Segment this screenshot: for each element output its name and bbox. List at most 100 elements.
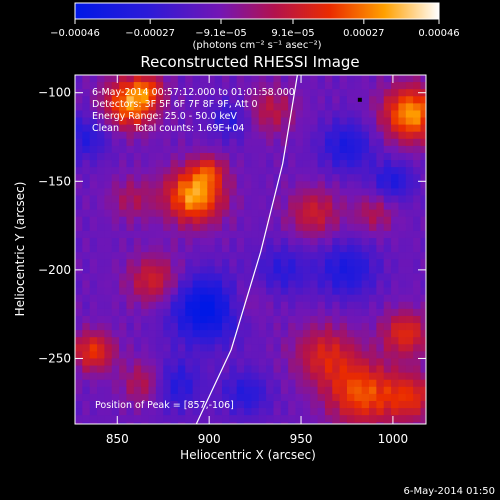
heatmap-cell xyxy=(339,372,348,381)
heatmap-cell xyxy=(199,273,208,282)
heatmap-cell xyxy=(199,415,208,423)
heatmap-cell xyxy=(258,195,267,204)
heatmap-cell xyxy=(126,131,135,140)
heatmap-cell xyxy=(354,145,363,154)
heatmap-cell xyxy=(413,330,422,338)
heatmap-cell xyxy=(148,408,157,416)
heatmap-cell xyxy=(214,188,223,197)
heatmap-cell xyxy=(148,117,157,126)
heatmap-cell xyxy=(413,273,422,282)
heatmap-cell xyxy=(133,110,142,119)
heatmap-cell xyxy=(420,209,426,218)
heatmap-cell xyxy=(192,287,201,296)
heatmap-cell xyxy=(317,174,326,182)
heatmap-cell xyxy=(214,138,223,147)
heatmap-cell xyxy=(391,124,400,133)
heatmap-cell xyxy=(295,96,304,104)
heatmap-cell xyxy=(339,124,348,133)
heatmap-cell xyxy=(170,181,179,189)
heatmap-cell xyxy=(141,358,150,367)
heatmap-cell xyxy=(229,379,238,388)
heatmap-cell xyxy=(82,174,91,182)
heatmap-cell xyxy=(170,223,179,232)
heatmap-cell xyxy=(119,202,128,211)
colorbar-units-label: (photons cm⁻² s⁻¹ asec⁻²) xyxy=(192,40,321,51)
heatmap-cell xyxy=(324,75,333,83)
heatmap-cell xyxy=(346,415,355,423)
heatmap-cell xyxy=(413,160,422,168)
heatmap-cell xyxy=(133,365,142,374)
heatmap-cell xyxy=(82,167,91,175)
heatmap-cell xyxy=(222,400,230,409)
heatmap-cell xyxy=(192,266,201,275)
heatmap-cell xyxy=(420,280,426,289)
heatmap-cell xyxy=(126,365,135,374)
heatmap-cell xyxy=(170,287,179,296)
heatmap-cell xyxy=(332,266,341,275)
heatmap-cell xyxy=(207,351,216,360)
heatmap-cell xyxy=(97,167,106,175)
heatmap-cell xyxy=(244,266,253,275)
heatmap-cell xyxy=(170,358,179,367)
heatmap-cell xyxy=(141,82,150,90)
heatmap-cell xyxy=(383,160,392,168)
heatmap-cell xyxy=(398,365,407,374)
heatmap-cell xyxy=(97,379,106,388)
heatmap-cell xyxy=(420,110,426,119)
heatmap-cell xyxy=(236,259,245,267)
heatmap-cell xyxy=(258,393,267,402)
heatmap-cell xyxy=(244,103,253,112)
heatmap-cell xyxy=(192,82,201,90)
heatmap-cell xyxy=(214,386,223,395)
heatmap-cell xyxy=(177,280,186,289)
heatmap-cell xyxy=(413,152,422,161)
heatmap-cell xyxy=(420,337,426,345)
heatmap-cell xyxy=(222,252,230,260)
heatmap-cell xyxy=(332,372,341,381)
heatmap-cell xyxy=(177,344,186,352)
heatmap-cell xyxy=(324,386,333,395)
heatmap-cell xyxy=(354,202,363,211)
heatmap-cell xyxy=(177,358,186,367)
heatmap-cell xyxy=(244,82,253,90)
heatmap-cell xyxy=(266,89,275,97)
heatmap-cell xyxy=(354,308,363,317)
timestamp: 6-May-2014 01:50 xyxy=(403,486,495,497)
heatmap-cell xyxy=(155,202,164,211)
heatmap-cell xyxy=(346,117,355,126)
heatmap-cell xyxy=(310,245,319,253)
heatmap-cell xyxy=(420,167,426,175)
heatmap-cell xyxy=(317,337,326,345)
heatmap-cell xyxy=(82,287,91,296)
heatmap-cell xyxy=(104,82,113,90)
heatmap-cell xyxy=(89,103,98,112)
heatmap-cell xyxy=(288,315,297,324)
heatmap-cell xyxy=(391,188,400,197)
heatmap-cell xyxy=(133,160,142,168)
heatmap-cell xyxy=(119,372,128,381)
heatmap-cell xyxy=(141,379,150,388)
heatmap-cell xyxy=(207,96,216,104)
heatmap-cell xyxy=(119,301,128,310)
heatmap-cell xyxy=(75,400,83,409)
heatmap-cell xyxy=(376,315,385,324)
heatmap-cell xyxy=(273,252,282,260)
heatmap-cell xyxy=(258,103,267,112)
heatmap-cell xyxy=(126,237,135,246)
heatmap-cell xyxy=(170,294,179,303)
heatmap-cell xyxy=(273,202,282,211)
heatmap-cell xyxy=(126,330,135,338)
heatmap-cell xyxy=(251,294,260,303)
heatmap-cell xyxy=(126,82,135,90)
heatmap-cell xyxy=(405,82,414,90)
heatmap-cell xyxy=(273,174,282,182)
heatmap-cell xyxy=(258,330,267,338)
heatmap-cell xyxy=(207,372,216,381)
heatmap-cell xyxy=(236,124,245,133)
heatmap-cell xyxy=(302,308,311,317)
heatmap-cell xyxy=(346,216,355,225)
heatmap-cell xyxy=(398,131,407,140)
heatmap-cell xyxy=(126,287,135,296)
heatmap-cell xyxy=(207,117,216,126)
heatmap-cell xyxy=(170,174,179,182)
